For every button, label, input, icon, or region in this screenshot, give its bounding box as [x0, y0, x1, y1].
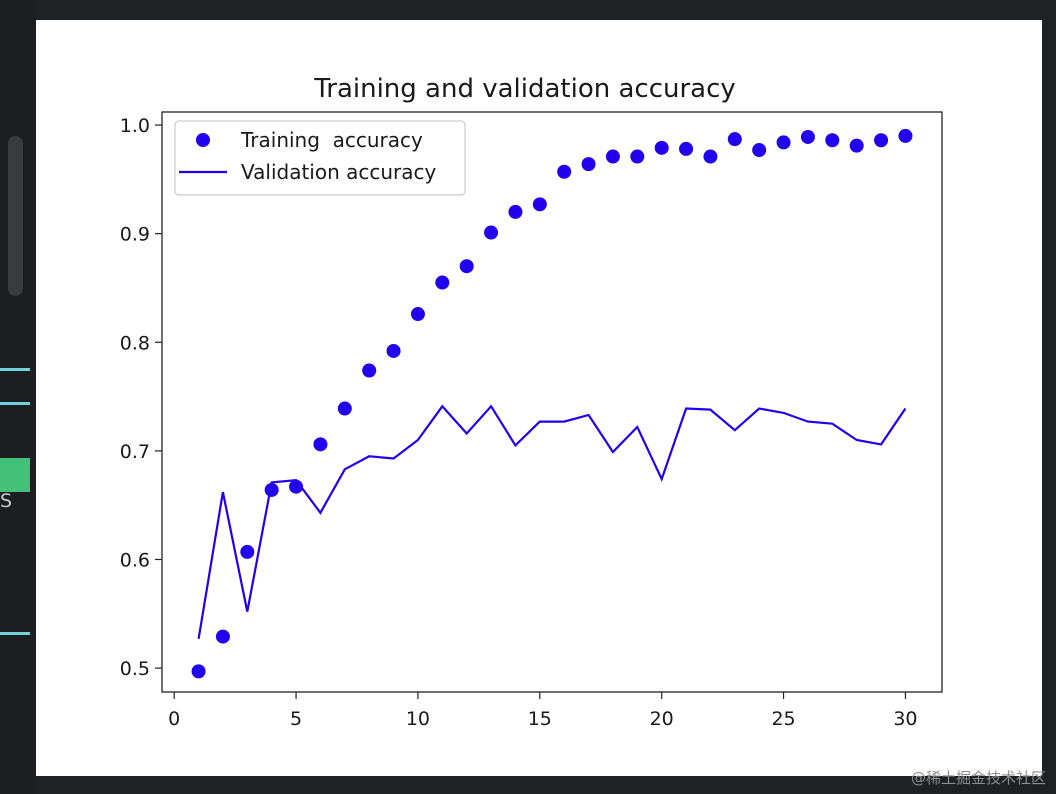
training-accuracy-point: [215, 629, 230, 644]
legend-label-validation: Validation accuracy: [241, 160, 437, 184]
x-tick-label: 30: [893, 708, 917, 730]
training-accuracy-point: [800, 129, 815, 144]
y-tick-label: 1.0: [120, 115, 150, 137]
training-accuracy-point: [679, 141, 694, 156]
side-letter: S: [0, 490, 13, 512]
training-accuracy-point: [337, 401, 352, 416]
training-accuracy-point: [825, 133, 840, 148]
training-accuracy-point: [898, 128, 913, 143]
y-tick-label: 0.5: [120, 658, 150, 680]
chart-figure: Training and validation accuracy 0.5 0.6 0…: [36, 20, 1042, 776]
training-accuracy-point: [849, 138, 864, 153]
legend-label-training: Training accuracy: [240, 128, 423, 152]
added-lines-marker: [0, 458, 30, 492]
editor-left-gutter: S: [0, 0, 36, 794]
y-tick-label: 0.9: [120, 224, 150, 246]
training-accuracy-point: [727, 132, 742, 147]
training-accuracy-point: [484, 225, 499, 240]
training-accuracy-point: [581, 157, 596, 172]
training-accuracy-point: [313, 437, 328, 452]
chart-canvas: Training and validation accuracy 0.5 0.6 0…: [120, 74, 943, 730]
x-tick-label: 15: [528, 708, 552, 730]
y-tick-label: 0.8: [120, 332, 150, 354]
y-tick-label: 0.7: [120, 441, 150, 463]
legend-frame: [174, 120, 466, 196]
legend-marker-training: [196, 133, 210, 147]
training-accuracy-point: [874, 133, 889, 148]
x-tick-label: 5: [290, 708, 302, 730]
training-accuracy-point: [532, 197, 547, 212]
x-tick-label: 10: [406, 708, 430, 730]
training-accuracy-point: [703, 149, 718, 164]
change-marker: [0, 632, 30, 635]
x-tick-label: 0: [168, 708, 180, 730]
training-accuracy-point: [289, 479, 304, 494]
watermark: @稀土掘金技术社区: [910, 769, 1046, 787]
training-accuracy-point: [605, 149, 620, 164]
validation-accuracy-line: [197, 404, 907, 639]
scrollbar-thumb[interactable]: [8, 136, 23, 296]
change-marker: [0, 402, 30, 405]
change-marker: [0, 368, 30, 371]
training-accuracy-point: [386, 343, 401, 358]
training-accuracy-point: [435, 275, 450, 290]
training-accuracy-point: [654, 140, 669, 155]
training-accuracy-point: [410, 307, 425, 322]
training-accuracy-point: [362, 363, 377, 378]
training-accuracy-point: [191, 664, 206, 679]
chart-title: Training and validation accuracy: [313, 74, 736, 104]
legend: Training accuracy Validation accuracy: [174, 120, 466, 196]
training-accuracy-point: [557, 164, 572, 179]
plot-frame: [161, 111, 943, 693]
training-accuracy-point: [776, 135, 791, 150]
training-accuracy-point: [459, 259, 474, 274]
x-tick-label: 20: [650, 708, 674, 730]
training-accuracy-point: [240, 544, 255, 559]
x-tick-label: 25: [771, 708, 795, 730]
training-accuracy-point: [752, 143, 767, 158]
y-tick-label: 0.6: [120, 549, 150, 571]
training-accuracy-point: [508, 204, 523, 219]
training-accuracy-point: [630, 149, 645, 164]
training-accuracy-point: [264, 482, 279, 497]
